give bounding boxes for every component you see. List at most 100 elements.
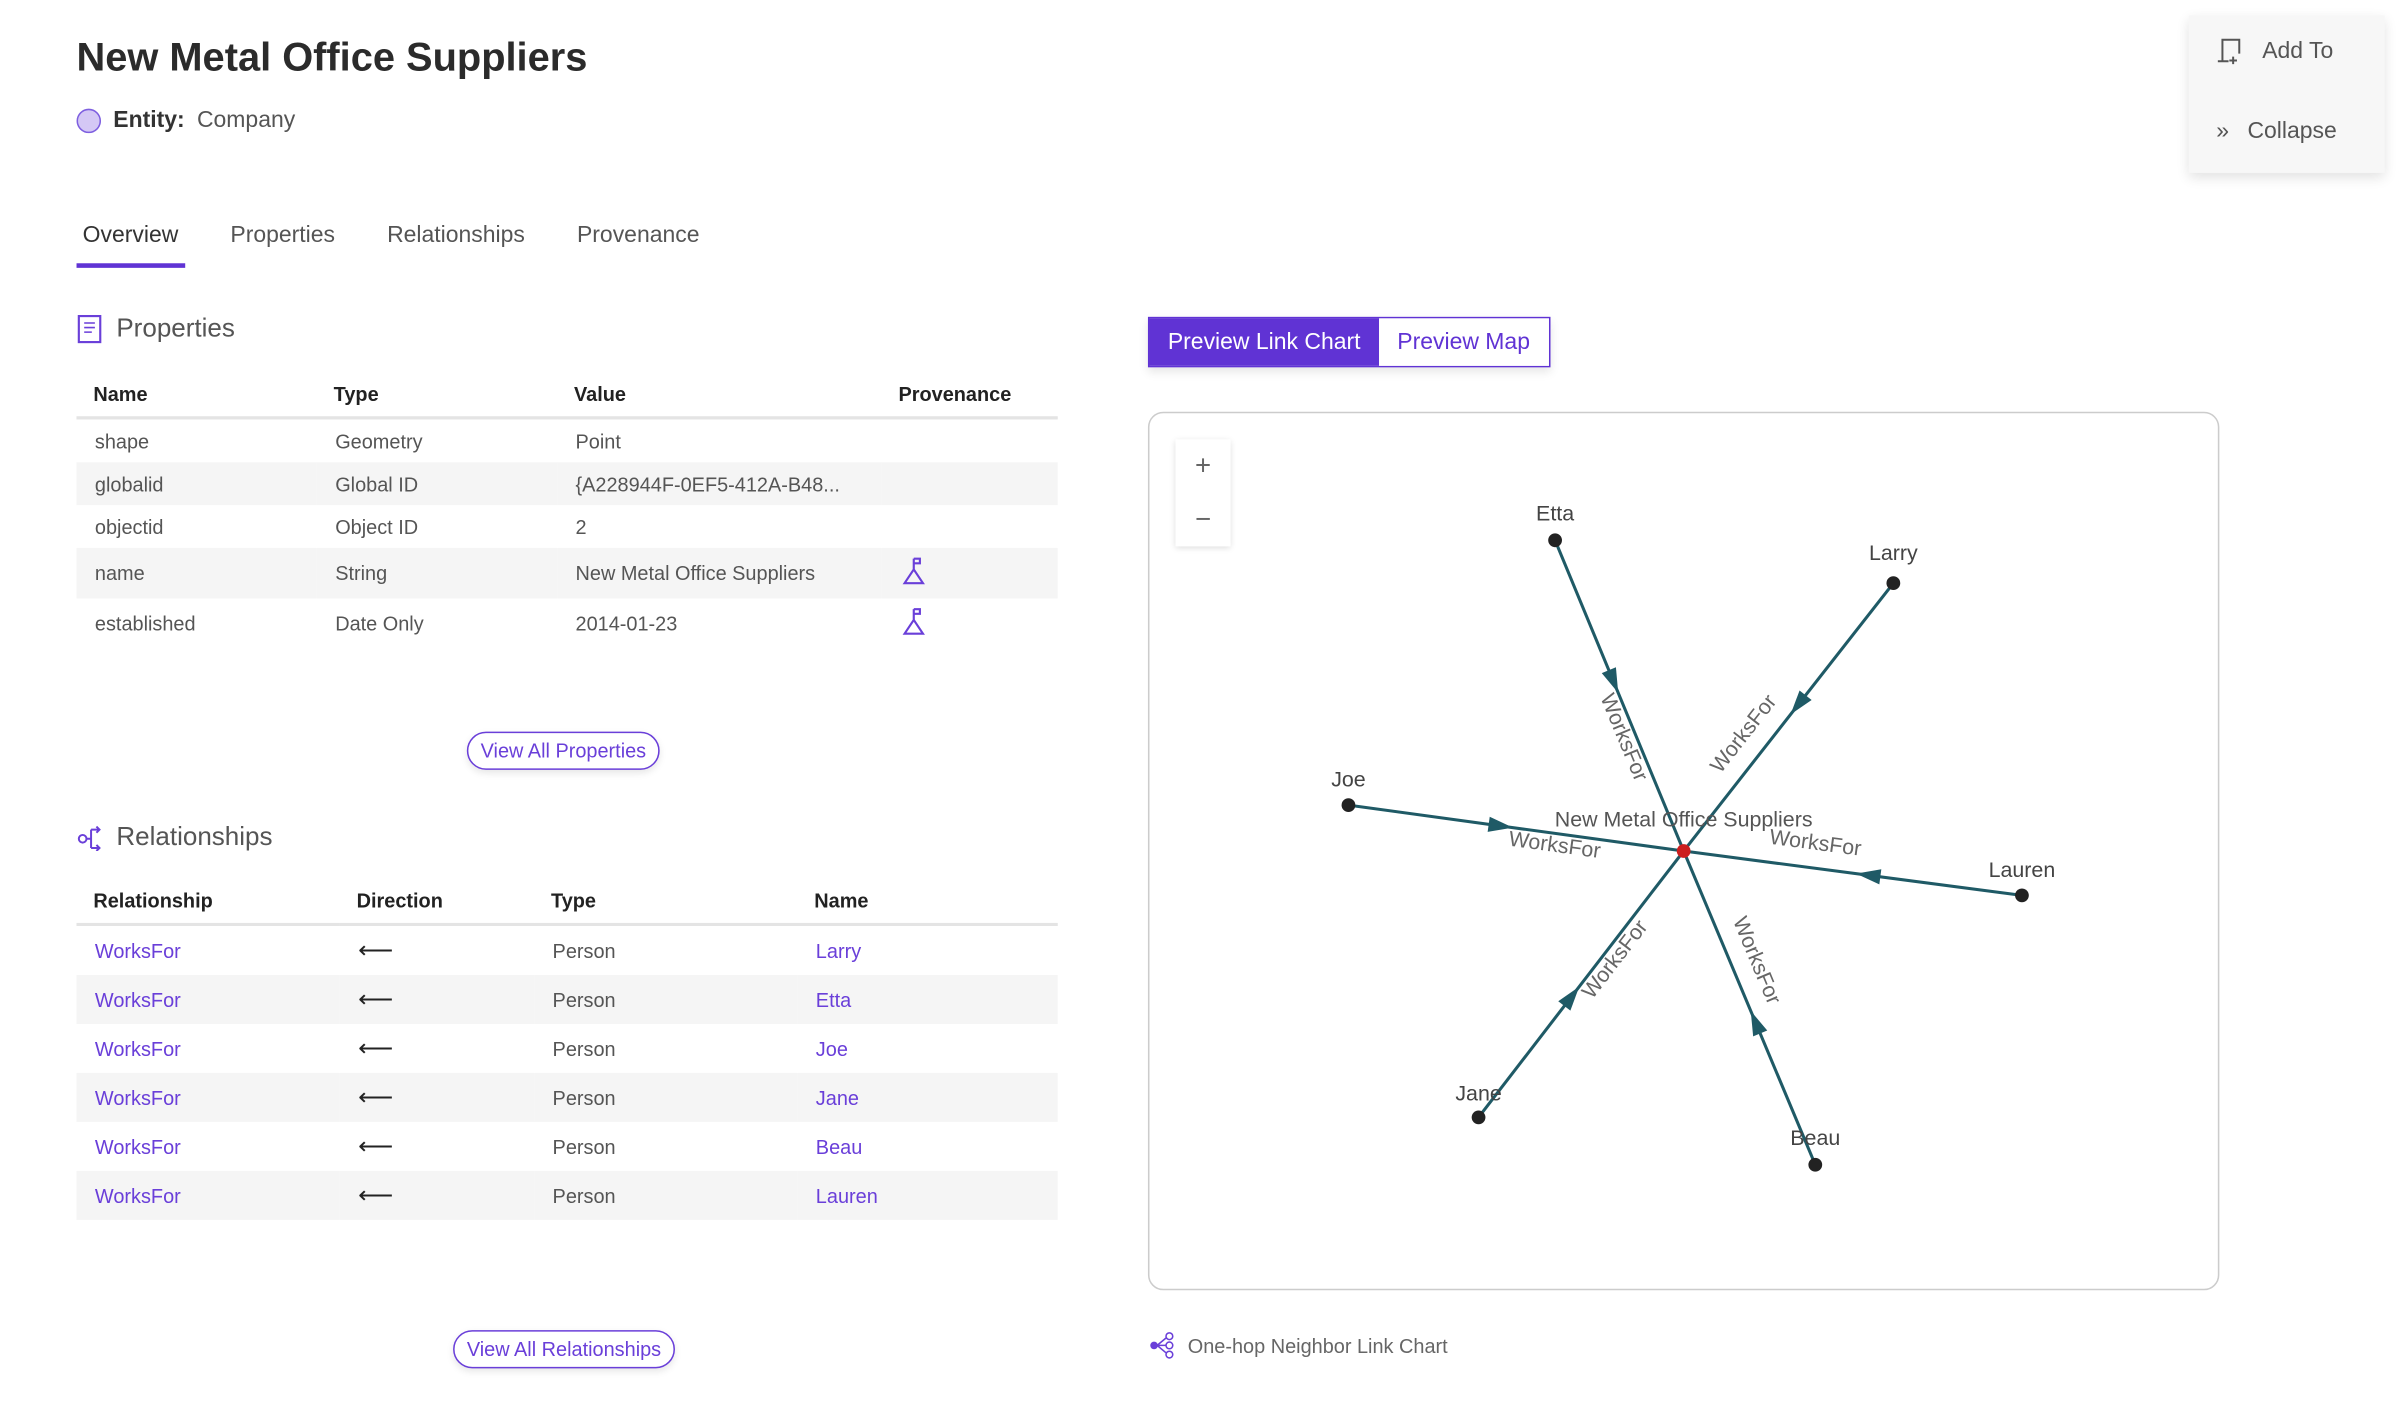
relationship-direction: ⟵ [358, 1085, 394, 1112]
property-name: shape [94, 429, 150, 453]
relationship-name[interactable]: Beau [815, 1134, 863, 1158]
node-larry[interactable] [1886, 576, 1901, 591]
relationship-relationship[interactable]: WorksFor [94, 939, 181, 962]
provenance-cell [882, 418, 1058, 462]
edge-label: WorksFor [1728, 913, 1786, 1007]
entity-label: Entity: [113, 107, 185, 134]
property-type: Geometry [335, 429, 423, 453]
col-direction: Direction [339, 878, 535, 927]
relationship-row: WorksFor ⟵ Person Lauren [76, 1170, 1058, 1220]
col-name: Name [76, 371, 317, 420]
edge-etta[interactable] [1553, 539, 1686, 852]
relationship-name[interactable]: Jane [815, 1085, 859, 1109]
center-node-label: New Metal Office Suppliers [1555, 808, 1813, 832]
property-row: objectid Object ID 2 [77, 505, 1058, 548]
col-provenance: Provenance [881, 371, 1058, 420]
edge-joe[interactable] [1348, 803, 1684, 853]
node-jane[interactable] [1471, 1110, 1486, 1125]
provenance-cell [881, 547, 1058, 599]
tab-properties[interactable]: Properties [230, 221, 336, 248]
relationship-name[interactable]: Joe [815, 1036, 848, 1060]
node-label: Jane [1455, 1082, 1501, 1106]
preview-toggle: Preview Link Chart Preview Map [1147, 316, 1550, 368]
edge-label: WorksFor [1507, 827, 1602, 863]
relationship-relationship[interactable]: WorksFor [94, 1036, 181, 1060]
edge-arrow [1601, 667, 1619, 693]
relationship-relationship[interactable]: WorksFor [94, 1085, 181, 1109]
preview-map-button[interactable]: Preview Map [1378, 318, 1549, 366]
property-value: {A228944F-0EF5-412A-B48... [557, 462, 882, 506]
collapse-button[interactable]: » Collapse [2216, 118, 2336, 144]
property-row: name String New Metal Office Suppliers [76, 547, 1058, 599]
relationship-relationship[interactable]: WorksFor [94, 1134, 181, 1158]
relationship-direction: ⟵ [358, 987, 394, 1014]
relationship-direction: ⟵ [358, 1183, 394, 1210]
add-to-icon [2217, 38, 2241, 65]
relationship-row: WorksFor ⟵ Person Larry [77, 924, 1058, 975]
add-to-button[interactable]: Add To [2216, 37, 2333, 65]
entity-type: Entity: Company [76, 107, 296, 134]
property-value: 2 [575, 515, 587, 539]
zoom-controls: + − [1175, 439, 1231, 547]
chevrons-right-icon: » [2216, 117, 2230, 144]
node-lauren[interactable] [2015, 888, 2029, 903]
relationship-type: Person [552, 988, 616, 1011]
col-name: Name [797, 878, 1058, 927]
add-to-label: Add To [2262, 37, 2334, 64]
relationship-name[interactable]: Etta [815, 988, 852, 1011]
property-type: Object ID [335, 515, 419, 539]
entity-value: Company [196, 107, 296, 134]
relationship-relationship[interactable]: WorksFor [94, 1183, 181, 1207]
relationship-row: WorksFor ⟵ Person Beau [77, 1122, 1058, 1171]
provenance-icon[interactable] [900, 608, 928, 636]
link-chart-panel[interactable]: WorksFor Etta WorksFor Larry WorksFor Joe Work… [1147, 411, 2220, 1291]
node-label: Beau [1790, 1126, 1840, 1150]
property-name: name [76, 547, 317, 599]
relationships-title: Relationships [116, 821, 273, 852]
relationship-direction: ⟵ [358, 1036, 394, 1063]
edge-larry[interactable] [1682, 582, 1895, 852]
preview-link-chart-button[interactable]: Preview Link Chart [1149, 318, 1379, 366]
view-all-properties-button[interactable]: View All Properties [466, 731, 660, 770]
tab-overview[interactable]: Overview [76, 222, 185, 268]
relationship-direction: ⟵ [358, 938, 394, 965]
edge-jane[interactable] [1477, 850, 1685, 1119]
edge-label: WorksFor [1577, 915, 1652, 1003]
edge-lauren[interactable] [1683, 849, 2023, 897]
edge-arrow [1790, 690, 1812, 715]
node-center[interactable] [1676, 844, 1691, 858]
relationship-name[interactable]: Larry [815, 939, 862, 962]
property-name: objectid [94, 515, 164, 539]
tab-relationships[interactable]: Relationships [387, 221, 525, 248]
link-chart[interactable]: WorksFor Etta WorksFor Larry WorksFor Joe Work… [1149, 413, 2217, 1289]
relationship-row: WorksFor ⟵ Person Etta [76, 974, 1058, 1024]
node-etta[interactable] [1548, 533, 1562, 548]
relationships-heading: Relationships [77, 822, 273, 853]
properties-heading: Properties [77, 314, 235, 345]
collapse-label: Collapse [2247, 117, 2337, 144]
relationships-icon [77, 825, 101, 852]
property-row: globalid Global ID {A228944F-0EF5-412A-B48… [76, 462, 1058, 506]
property-row: shape Geometry Point [77, 418, 1058, 462]
node-beau[interactable] [1808, 1157, 1823, 1172]
node-label: Joe [1331, 768, 1366, 792]
zoom-out-button[interactable]: − [1194, 503, 1212, 535]
edge-beau[interactable] [1682, 850, 1817, 1166]
provenance-icon[interactable] [900, 557, 928, 585]
node-joe[interactable] [1341, 798, 1356, 812]
provenance-cell [882, 505, 1058, 548]
relationship-name[interactable]: Lauren [815, 1183, 878, 1207]
relationships-table: Relationship Direction Type Name WorksFo… [76, 878, 1058, 1220]
relationship-type: Person [552, 1085, 616, 1109]
tab-provenance[interactable]: Provenance [576, 221, 700, 248]
node-label: Lauren [1989, 858, 2056, 882]
view-all-relationships-button[interactable]: View All Relationships [453, 1330, 675, 1369]
edge-arrow [1856, 869, 1882, 885]
relationship-relationship[interactable]: WorksFor [94, 988, 181, 1011]
tab-bar: Overview Properties Relationships Proven… [76, 221, 706, 268]
property-row: established Date Only 2014-01-23 [77, 598, 1058, 649]
property-name: globalid [76, 462, 317, 506]
property-type: Date Only [335, 612, 424, 636]
zoom-in-button[interactable]: + [1194, 449, 1212, 481]
properties-icon [77, 314, 102, 344]
